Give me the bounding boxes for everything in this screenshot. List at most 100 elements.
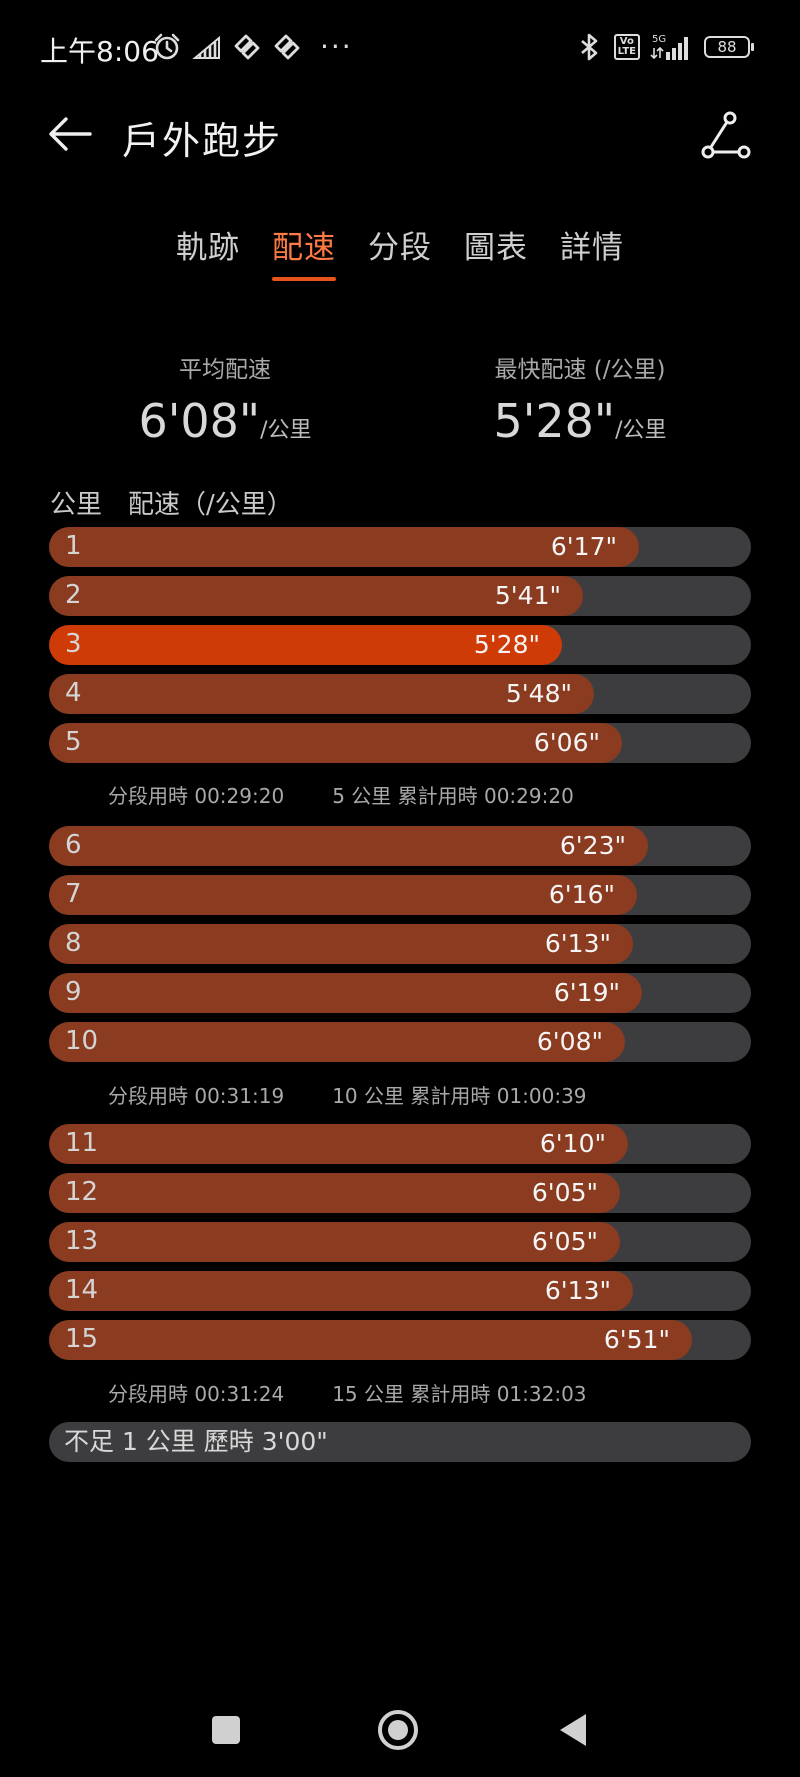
- pace-bar-row: 13 6'05": [49, 1222, 751, 1262]
- lap-pace-value: 6'08": [536, 1027, 603, 1056]
- lap-km-label: 15: [65, 1324, 99, 1354]
- pace-bar-row: 8 6'13": [49, 924, 751, 964]
- split-summary: 分段用時 00:31:19 10 公里 累計用時 01:00:39: [108, 1080, 587, 1109]
- average-pace-unit: /公里: [260, 418, 312, 443]
- page-title: 戶外跑步: [122, 119, 283, 163]
- pace-bar-row: 10 6'08": [49, 1022, 751, 1062]
- split-cumulative-time: 5 公里 累計用時 00:29:20: [332, 784, 574, 808]
- pace-bar-fill: [49, 1022, 625, 1062]
- pace-bar-row: 2 5'41": [49, 576, 751, 616]
- lap-pace-value: 6'19": [553, 978, 620, 1007]
- pace-bar-row: 7 6'16": [49, 875, 751, 915]
- recent-apps-icon[interactable]: [204, 1708, 248, 1752]
- pace-bar-fill: [49, 875, 637, 915]
- volte-icon: Vo LTE: [613, 34, 640, 60]
- lap-km-label: 9: [65, 977, 82, 1007]
- remainder-row: 不足 1 公里 歷時 3'00": [49, 1422, 751, 1462]
- pace-bar-fill: [49, 826, 648, 866]
- tab-charts[interactable]: 圖表: [464, 230, 528, 266]
- cellular-signal-icon: 5G: [650, 34, 688, 60]
- split-segment-time: 分段用時 00:29:20: [108, 784, 285, 808]
- pace-bar-fill: [49, 924, 633, 964]
- average-pace-value: 6'08": [138, 394, 261, 448]
- lap-pace-value: 6'23": [559, 831, 626, 860]
- pace-bar-row: 5 6'06": [49, 723, 751, 763]
- lap-pace-value: 6'05": [531, 1178, 598, 1207]
- average-pace: 平均配速 6'08"/公里: [100, 350, 350, 448]
- lap-km-label: 7: [65, 879, 82, 909]
- lap-km-label: 3: [65, 629, 82, 659]
- back-arrow-icon[interactable]: [46, 114, 94, 154]
- lap-km-label: 5: [65, 727, 82, 757]
- back-icon[interactable]: [552, 1708, 596, 1752]
- tab-track[interactable]: 軌跡: [176, 230, 240, 266]
- lap-km-label: 1: [65, 531, 82, 561]
- pace-bar-row: 4 5'48": [49, 674, 751, 714]
- pace-bar-row: 15 6'51": [49, 1320, 751, 1360]
- pace-bar-fill: [49, 1173, 620, 1213]
- fastest-pace-label: 最快配速 (/公里): [494, 357, 666, 383]
- pace-column-label: 配速（/公里）: [128, 490, 293, 520]
- status-time: 上午8:06: [40, 35, 159, 68]
- tab-splits[interactable]: 分段: [368, 230, 432, 266]
- status-bar: 上午8:06 ··· Vo LTE 5G: [0, 0, 800, 100]
- lap-km-label: 8: [65, 928, 82, 958]
- lap-km-label: 14: [65, 1275, 99, 1305]
- lap-pace-value: 6'06": [533, 728, 600, 757]
- lap-km-label: 2: [65, 580, 82, 610]
- status-icons-right: Vo LTE 5G 88: [574, 32, 754, 62]
- alarm-icon: [154, 33, 180, 60]
- pace-bar-fill: [49, 527, 639, 567]
- pace-bar-fill: [49, 1124, 628, 1164]
- lap-km-label: 13: [65, 1226, 99, 1256]
- lap-pace-value: 6'13": [544, 1276, 611, 1305]
- fastest-pace: 最快配速 (/公里) 5'28"/公里: [440, 350, 720, 448]
- pace-bar-fill: [49, 576, 583, 616]
- pace-list-header: 公里 配速（/公里）: [50, 484, 293, 521]
- tab-details[interactable]: 詳情: [560, 230, 624, 266]
- lap-km-label: 10: [65, 1026, 99, 1056]
- pace-bar-fill: [49, 973, 642, 1013]
- tab-bar: 軌跡 配速 分段 圖表 詳情: [0, 222, 800, 281]
- split-segment-time: 分段用時 00:31:19: [108, 1084, 285, 1108]
- fastest-pace-unit: /公里: [615, 418, 667, 443]
- health-app-icon-2: [274, 34, 300, 60]
- lap-pace-value: 6'17": [550, 532, 617, 561]
- bluetooth-icon: [580, 33, 597, 61]
- pace-bar-row: 3 5'28": [49, 625, 751, 665]
- split-segment-time: 分段用時 00:31:24: [108, 1382, 285, 1406]
- km-column-label: 公里: [50, 490, 103, 520]
- lap-pace-value: 5'48": [505, 679, 572, 708]
- home-icon[interactable]: [376, 1708, 420, 1752]
- svg-text:5G: 5G: [652, 34, 666, 45]
- route-share-icon[interactable]: [700, 110, 752, 162]
- lap-pace-value: 6'51": [603, 1325, 670, 1354]
- split-cumulative-time: 15 公里 累計用時 01:32:03: [332, 1382, 587, 1406]
- app-header: 戶外跑步: [0, 100, 800, 170]
- pace-bar-fill: [49, 723, 622, 763]
- battery-icon: 88: [704, 36, 754, 58]
- pace-summary: 平均配速 6'08"/公里 最快配速 (/公里) 5'28"/公里: [0, 350, 800, 450]
- pace-bar-fill: [49, 625, 562, 665]
- pace-bar-row: 14 6'13": [49, 1271, 751, 1311]
- lap-km-label: 6: [65, 830, 82, 860]
- fastest-pace-value: 5'28": [493, 394, 616, 448]
- pace-bar-fill: [49, 1271, 633, 1311]
- pace-bar-row: 11 6'10": [49, 1124, 751, 1164]
- split-cumulative-time: 10 公里 累計用時 01:00:39: [332, 1084, 587, 1108]
- lap-pace-value: 6'05": [531, 1227, 598, 1256]
- pace-bar-row: 12 6'05": [49, 1173, 751, 1213]
- pace-bar-row: 9 6'19": [49, 973, 751, 1013]
- tab-pace[interactable]: 配速: [272, 222, 336, 281]
- split-summary: 分段用時 00:31:24 15 公里 累計用時 01:32:03: [108, 1378, 587, 1407]
- health-app-icon: [234, 34, 260, 60]
- lap-pace-value: 6'13": [544, 929, 611, 958]
- lap-pace-value: 6'16": [548, 880, 615, 909]
- status-icons-left: ···: [152, 32, 353, 62]
- lap-pace-value: 5'28": [473, 630, 540, 659]
- pace-bar-fill: [49, 1222, 620, 1262]
- pace-bar-fill: [49, 674, 594, 714]
- lap-km-label: 4: [65, 678, 82, 708]
- pace-bar-fill: [49, 1320, 692, 1360]
- signal-strength-icon: [192, 35, 220, 59]
